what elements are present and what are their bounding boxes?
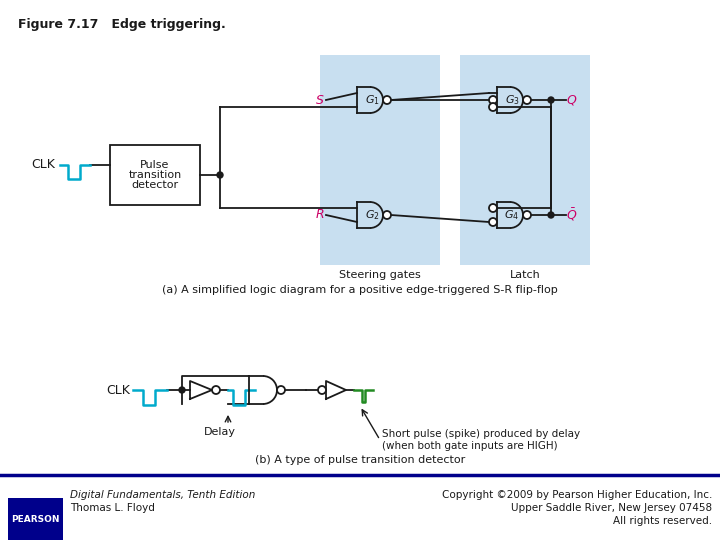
Circle shape <box>489 204 497 212</box>
Circle shape <box>523 211 531 219</box>
Text: $G_1$: $G_1$ <box>364 93 379 107</box>
Text: $G_4$: $G_4$ <box>505 208 520 222</box>
Circle shape <box>277 386 285 394</box>
Bar <box>8 498 63 540</box>
Text: S: S <box>316 93 324 106</box>
Text: Figure 7.17   Edge triggering.: Figure 7.17 Edge triggering. <box>18 18 226 31</box>
Circle shape <box>179 387 185 393</box>
Text: (b) A type of pulse transition detector: (b) A type of pulse transition detector <box>255 455 465 465</box>
Circle shape <box>489 218 497 226</box>
Text: Digital Fundamentals, Tenth Edition: Digital Fundamentals, Tenth Edition <box>70 490 256 500</box>
Circle shape <box>212 386 220 394</box>
Text: $G_2$: $G_2$ <box>364 208 379 222</box>
Text: Pulse: Pulse <box>140 160 170 170</box>
Text: detector: detector <box>132 180 179 190</box>
Circle shape <box>318 386 326 394</box>
Circle shape <box>489 103 497 111</box>
Bar <box>320 55 440 265</box>
Text: Latch: Latch <box>510 270 541 280</box>
Text: $\bar{Q}$: $\bar{Q}$ <box>566 207 577 223</box>
Text: $Q$: $Q$ <box>566 93 577 107</box>
Text: Copyright ©2009 by Pearson Higher Education, Inc.: Copyright ©2009 by Pearson Higher Educat… <box>441 490 712 500</box>
Text: Upper Saddle River, New Jersey 07458: Upper Saddle River, New Jersey 07458 <box>511 503 712 513</box>
Circle shape <box>548 212 554 218</box>
Bar <box>110 145 200 205</box>
Text: $G_3$: $G_3$ <box>505 93 519 107</box>
Text: (a) A simplified logic diagram for a positive edge-triggered S-R flip-flop: (a) A simplified logic diagram for a pos… <box>162 285 558 295</box>
Text: PEARSON: PEARSON <box>11 515 59 523</box>
Bar <box>460 55 590 265</box>
Text: All rights reserved.: All rights reserved. <box>613 516 712 526</box>
Text: CLK: CLK <box>106 383 130 396</box>
Circle shape <box>489 96 497 104</box>
Text: Short pulse (spike) produced by delay
(when both gate inputs are HIGH): Short pulse (spike) produced by delay (w… <box>382 429 580 451</box>
Circle shape <box>548 97 554 103</box>
Text: transition: transition <box>128 170 181 180</box>
Text: CLK: CLK <box>31 159 55 172</box>
Text: Delay: Delay <box>204 427 236 437</box>
Text: Steering gates: Steering gates <box>339 270 421 280</box>
Circle shape <box>383 96 391 104</box>
Text: Thomas L. Floyd: Thomas L. Floyd <box>70 503 155 513</box>
Circle shape <box>217 172 223 178</box>
Circle shape <box>523 96 531 104</box>
Circle shape <box>383 211 391 219</box>
Text: R: R <box>315 208 324 221</box>
